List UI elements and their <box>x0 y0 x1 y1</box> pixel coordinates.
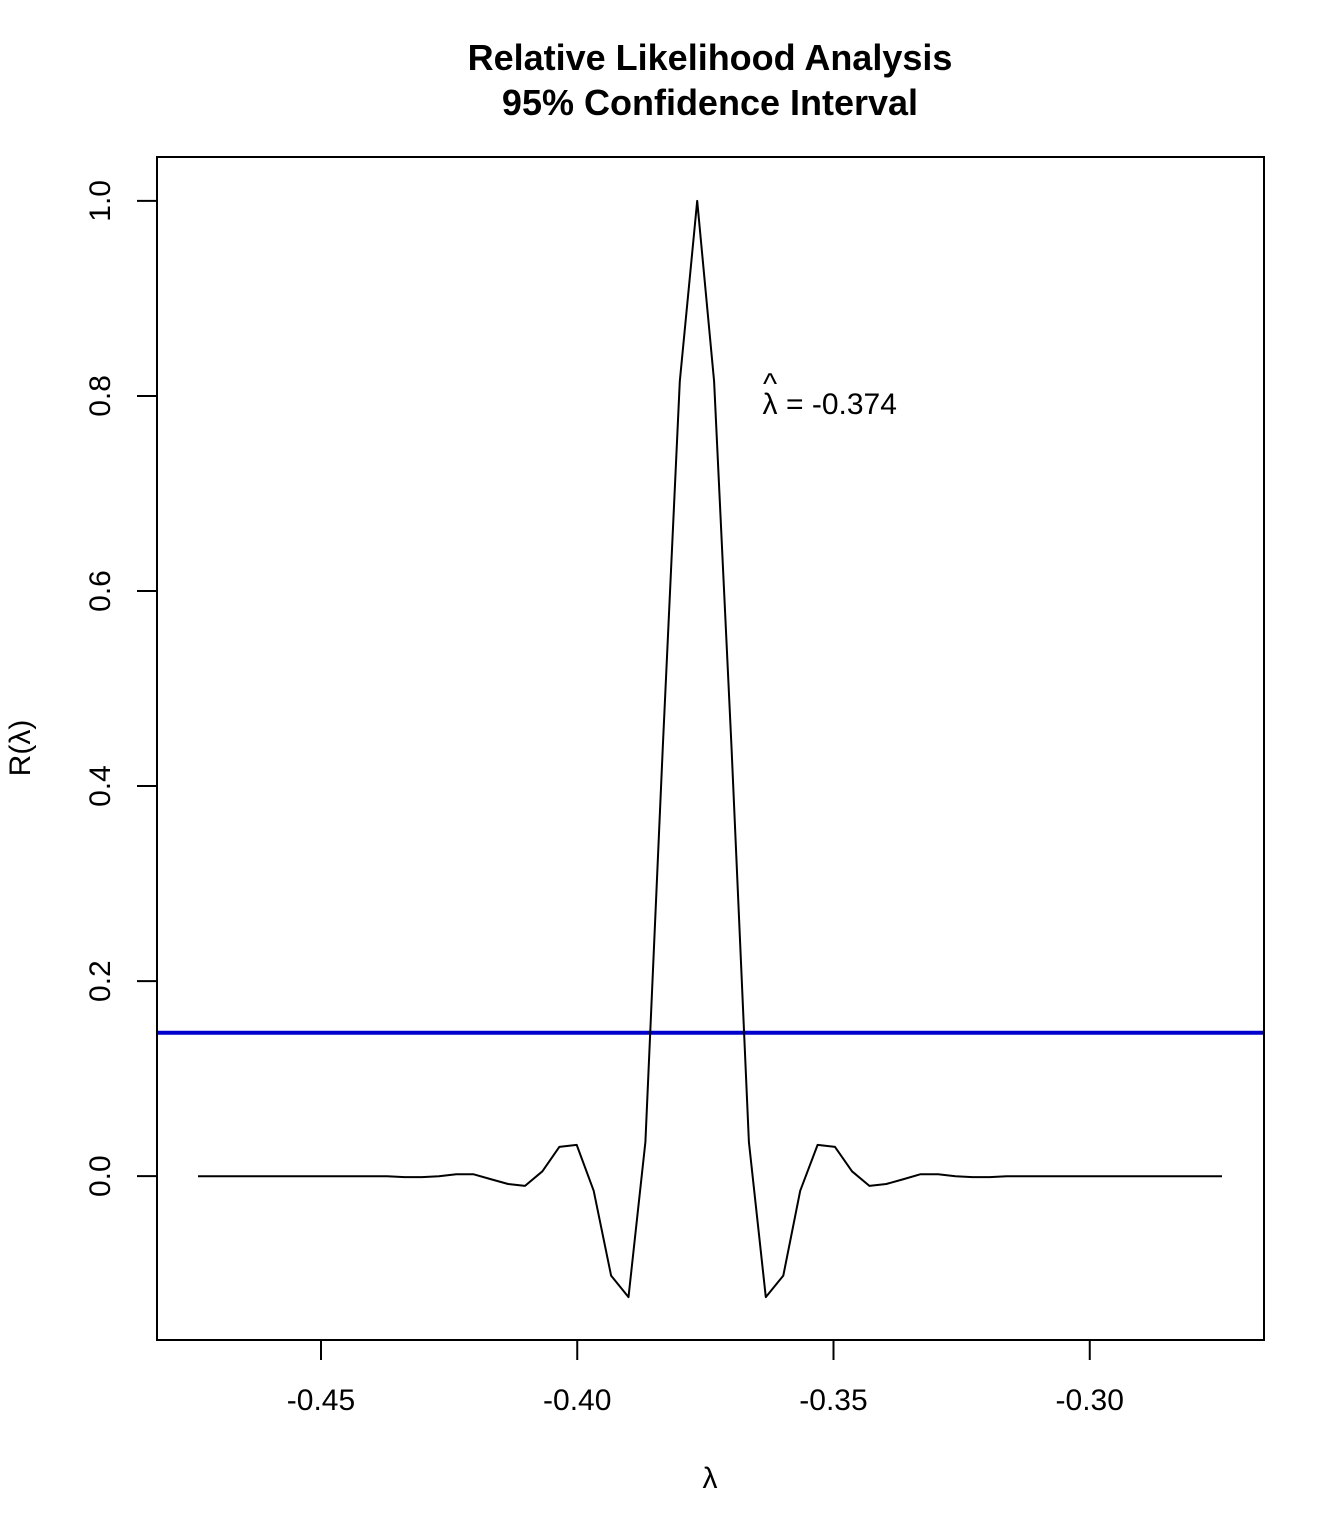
x-tick-label: -0.45 <box>287 1384 355 1417</box>
y-tick-label: 0.0 <box>84 1155 117 1197</box>
likelihood-curve <box>198 199 1222 1299</box>
x-axis-label: λ <box>703 1462 718 1495</box>
y-tick-label: 0.6 <box>84 570 117 612</box>
y-tick-label: 0.2 <box>84 960 117 1002</box>
chart-subtitle: 95% Confidence Interval <box>502 82 918 123</box>
y-tick-label: 1.0 <box>84 180 117 222</box>
lambda-hat-symbol: λ <box>763 388 778 421</box>
hat-accent-icon: ^ <box>763 368 777 401</box>
y-axis-label: R(λ) <box>4 720 37 777</box>
x-tick-label: -0.40 <box>543 1384 611 1417</box>
plot-frame <box>156 156 1265 1341</box>
mle-value-label: = -0.374 <box>786 388 897 421</box>
y-axis: 0.0 0.2 0.4 0.6 0.8 1.0 <box>84 180 158 1197</box>
x-axis: -0.45 -0.40 -0.35 -0.30 <box>287 1339 1124 1417</box>
chart-title: Relative Likelihood Analysis <box>468 37 953 78</box>
y-tick-label: 0.8 <box>84 375 117 417</box>
mle-annotation: λ ^ = -0.374 <box>763 368 897 421</box>
x-tick-label: -0.30 <box>1056 1384 1124 1417</box>
y-tick-label: 0.4 <box>84 765 117 807</box>
x-tick-label: -0.35 <box>799 1384 867 1417</box>
